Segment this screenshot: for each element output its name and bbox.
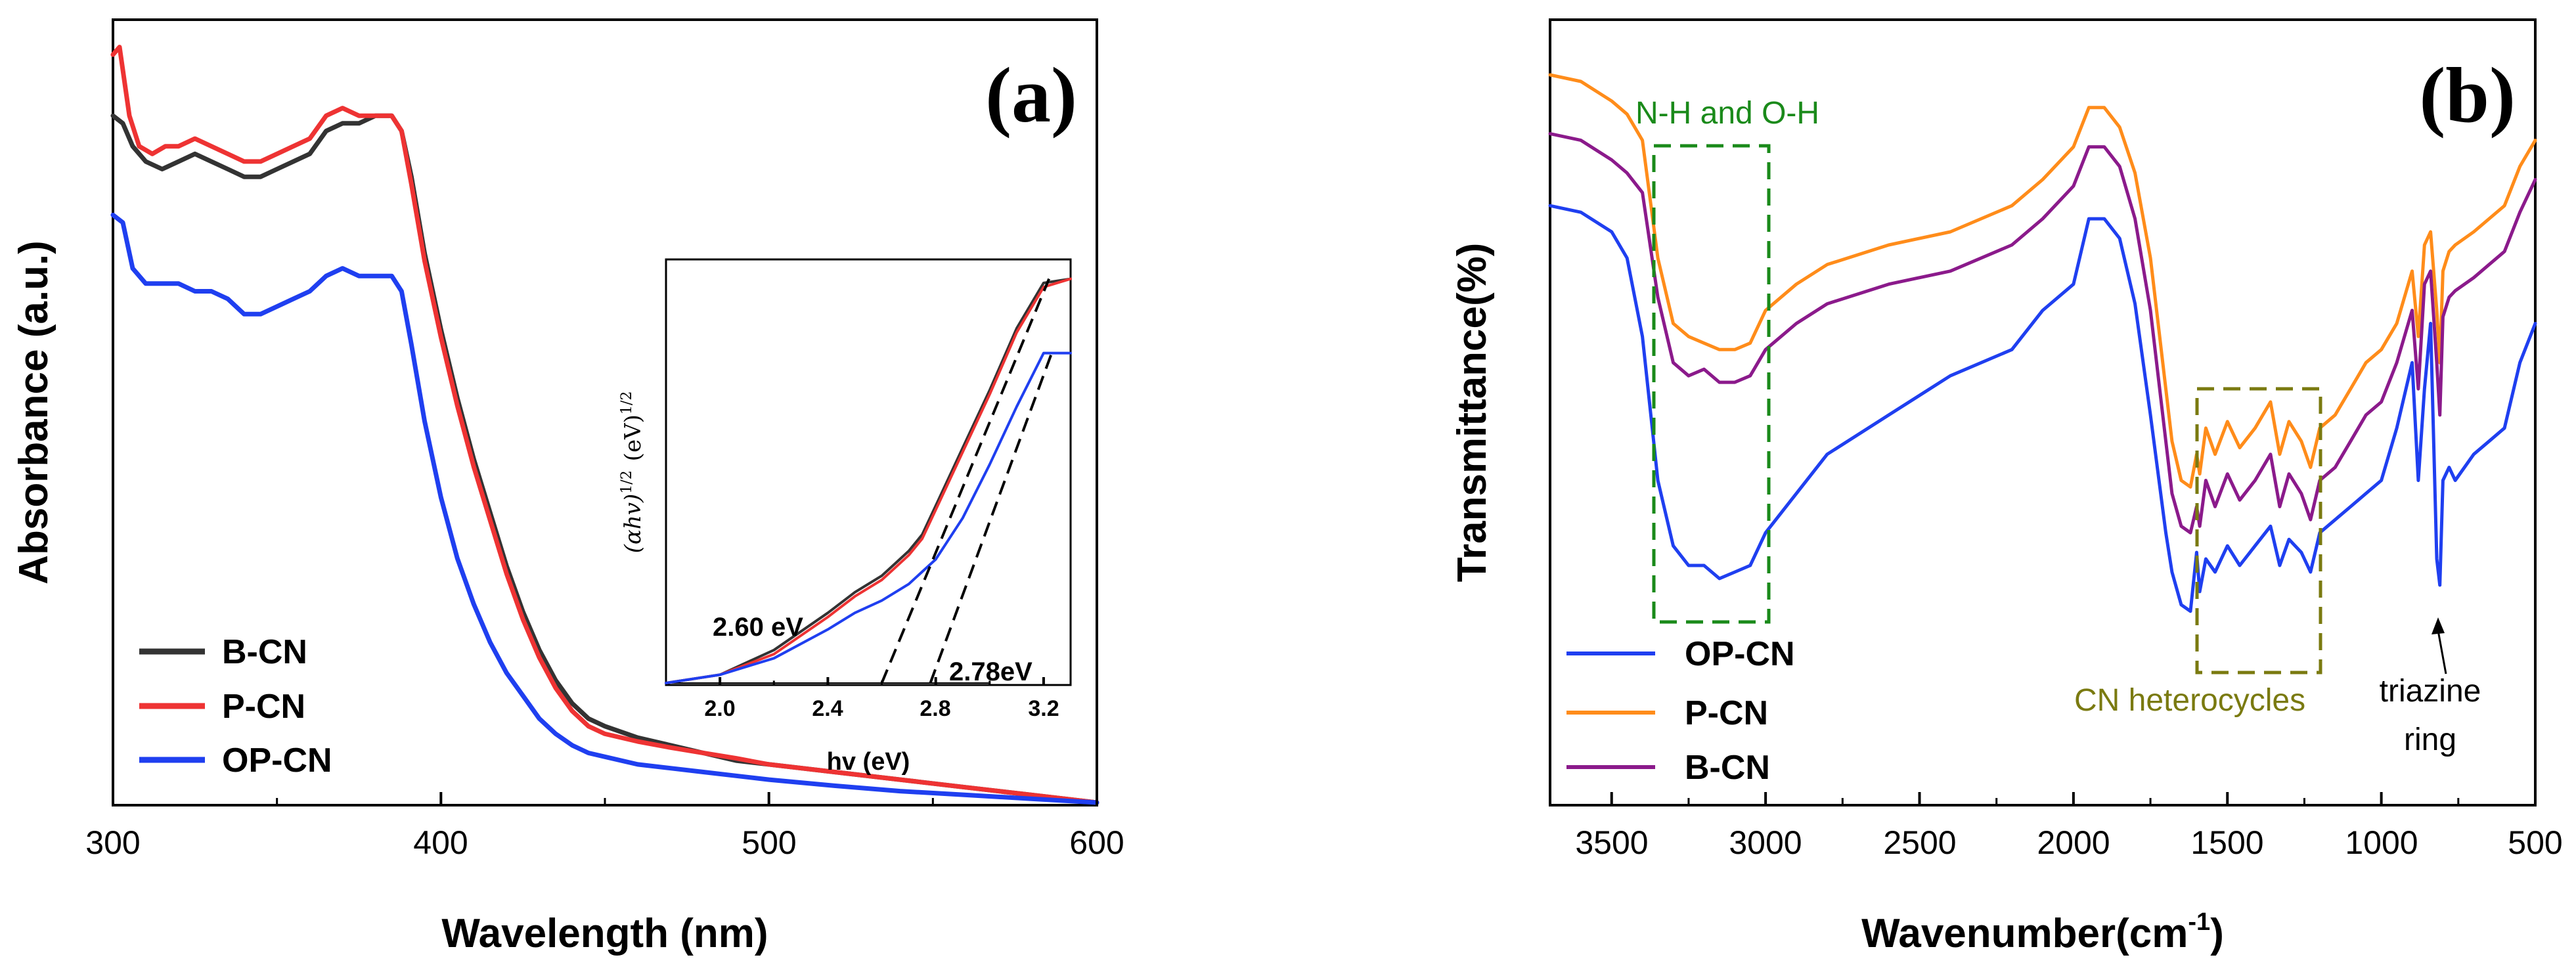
panel-a-chart: 300 400 500 600 Wavelength (nm) Absorban… bbox=[11, 18, 1124, 956]
b-xlabel-close: ) bbox=[2210, 911, 2224, 956]
b-xtick-label: 2000 bbox=[2037, 824, 2110, 861]
inset-ylab-main: (αhv) bbox=[620, 494, 646, 554]
b-series-b-cn bbox=[1548, 132, 2537, 535]
panel-b-chart: 3500 3000 2500 2000 1500 1000 500 Wavenu… bbox=[1450, 18, 2563, 956]
a-series-op-cn bbox=[110, 212, 1099, 805]
b-legend: OP-CN P-CN B-CN bbox=[1566, 635, 1795, 787]
inset-xtick-label: 2.8 bbox=[920, 696, 950, 721]
b-y-axis-title: Transmittance(%) bbox=[1450, 243, 1495, 583]
a-series-p-cn bbox=[110, 45, 1099, 805]
a-xtick-label: 400 bbox=[413, 824, 468, 861]
a-xtick-label: 500 bbox=[742, 824, 796, 861]
b-legend-label-p-cn: P-CN bbox=[1685, 694, 1768, 732]
panel-b-series-group bbox=[1548, 73, 2537, 613]
inset-ylab-sup1: 1/2 bbox=[619, 470, 635, 493]
inset-xtick-label: 2.4 bbox=[812, 696, 843, 721]
inset-series-group bbox=[665, 277, 1072, 684]
inset-annotation-2-60: 2.60 eV bbox=[713, 613, 803, 642]
b-legend-label-b-cn: B-CN bbox=[1685, 749, 1770, 787]
triazine-annotation: triazine bbox=[2380, 674, 2481, 709]
inset-ylab-unit: (eV) bbox=[620, 414, 646, 461]
panel-a-x-ticks bbox=[112, 792, 1098, 805]
cn-heterocycles-region-box bbox=[2195, 387, 2322, 674]
b-x-axis-title: Wavenumber(cm-1) bbox=[1861, 908, 2224, 956]
b-series-p-cn bbox=[1548, 73, 2537, 489]
a-legend-label-op-cn: OP-CN bbox=[222, 741, 332, 780]
inset-x-ticks bbox=[719, 677, 1045, 685]
panel-b-frame bbox=[1549, 18, 2537, 806]
b-legend-label-op-cn: OP-CN bbox=[1685, 635, 1795, 673]
triazine-arrow bbox=[2437, 630, 2447, 674]
inset-x-axis-title: hv (eV) bbox=[827, 748, 910, 776]
ring-annotation: ring bbox=[2404, 722, 2456, 757]
b-xtick-label: 3000 bbox=[1729, 824, 1802, 861]
b-series-op-cn bbox=[1548, 204, 2537, 613]
inset-y-axis-title: (αhv)1/2(eV)1/2 bbox=[619, 391, 646, 554]
inset-frame bbox=[665, 258, 1072, 686]
b-xtick-label: 1500 bbox=[2190, 824, 2263, 861]
a-panel-label: (a) bbox=[985, 51, 1077, 139]
panel-a-series-group bbox=[110, 45, 1099, 805]
inset-xtick-label: 3.2 bbox=[1028, 696, 1059, 721]
a-x-axis-title: Wavelength (nm) bbox=[441, 911, 768, 956]
inset-ylab-sup2: 1/2 bbox=[619, 391, 635, 414]
triazine-arrowhead bbox=[2432, 617, 2445, 634]
a-y-axis-title: Absorbance (a.u.) bbox=[11, 240, 56, 585]
b-xtick-label: 1000 bbox=[2345, 824, 2418, 861]
b-xtick-label: 2500 bbox=[1883, 824, 1956, 861]
b-xtick-label: 500 bbox=[2508, 824, 2562, 861]
inset-series-p-cn bbox=[665, 277, 1072, 684]
b-xlabel-sup: -1 bbox=[2188, 908, 2210, 936]
a-xtick-label: 600 bbox=[1069, 824, 1124, 861]
nh-oh-annotation: N-H and O-H bbox=[1635, 96, 1819, 131]
a-legend-label-p-cn: P-CN bbox=[222, 688, 305, 726]
panel-b-x-ticks bbox=[1610, 792, 2537, 805]
inset-series-op-cn bbox=[665, 351, 1072, 684]
inset-chart: 2.0 2.4 2.8 3.2 hv (eV) (αhv)1/2(eV)1/2 … bbox=[619, 258, 1072, 776]
inset-xtick-label: 2.0 bbox=[704, 696, 735, 721]
a-xtick-label: 300 bbox=[85, 824, 140, 861]
inset-tangent-line-1 bbox=[880, 278, 1050, 684]
b-xtick-label: 3500 bbox=[1575, 824, 1648, 861]
b-xlabel-main: Wavenumber(cm bbox=[1861, 911, 2188, 956]
inset-series-b-cn bbox=[665, 277, 1072, 684]
nh-oh-region-box bbox=[1652, 144, 1771, 624]
inset-annotation-2-78: 2.78eV bbox=[949, 657, 1033, 686]
a-legend: B-CN P-CN OP-CN bbox=[139, 633, 332, 780]
a-legend-label-b-cn: B-CN bbox=[222, 633, 307, 671]
inset-tangent-line-2 bbox=[929, 352, 1054, 684]
cn-heterocycles-annotation: CN heterocycles bbox=[2074, 683, 2305, 718]
b-panel-label: (b) bbox=[2419, 51, 2516, 139]
